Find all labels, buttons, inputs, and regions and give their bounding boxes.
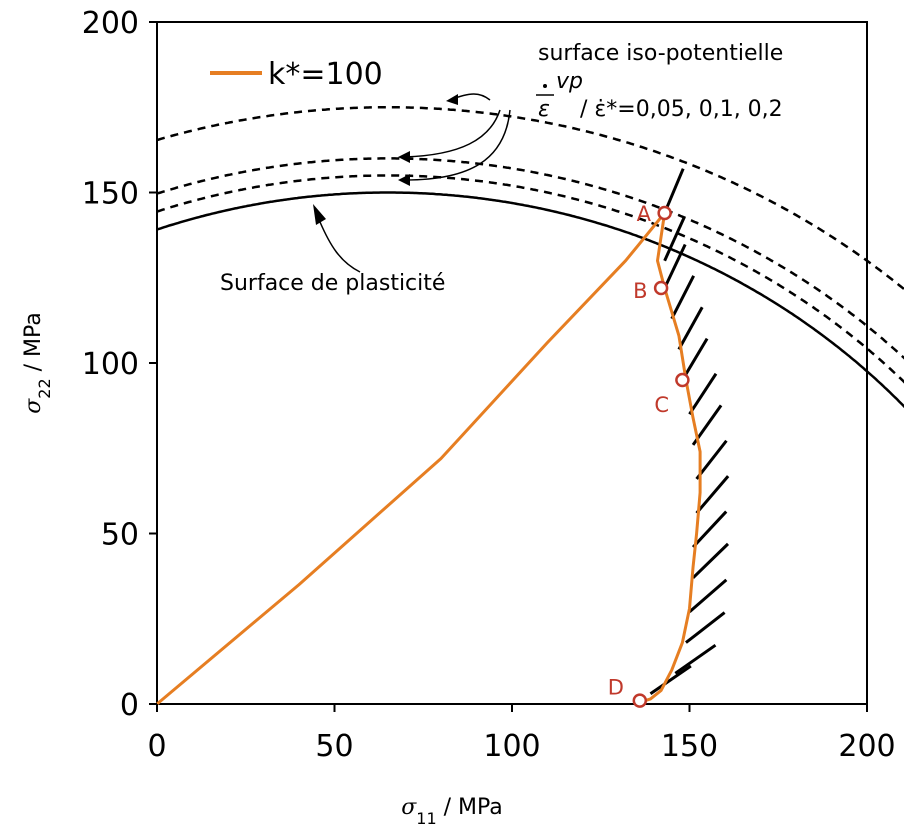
x-tick-label: 200 <box>838 729 895 764</box>
iso-potential-surfaces <box>156 106 904 384</box>
point-marker-A <box>657 205 672 221</box>
y-tick-label: 0 <box>120 688 139 723</box>
iso-surface-curve-0 <box>156 174 904 384</box>
point-label-B: B <box>633 279 647 303</box>
epsilon-dot <box>543 84 547 88</box>
x-tick-label: 50 <box>315 729 353 764</box>
x-axis-label: σ11 / MPa <box>401 795 503 825</box>
arrow-head-iso-2 <box>398 151 410 163</box>
arrow-iso-3 <box>404 109 511 181</box>
y-tick-label: 150 <box>82 177 139 212</box>
annotations: surface iso-potentielle ε vp / ε̇*=0,05,… <box>220 41 783 296</box>
normal-segment <box>688 578 728 614</box>
x-tick-label: 100 <box>483 729 540 764</box>
normal-segment <box>677 306 704 351</box>
point-marker-D <box>632 693 648 708</box>
normal-segment <box>688 372 718 415</box>
axis-labels: σ11 / MPa σ22 / MPa <box>21 312 503 825</box>
loading-path-line <box>156 211 702 706</box>
epsilon-symbol: ε <box>538 97 550 122</box>
axis-ticks: 0 50 100 150 200 0 50 100 150 200 <box>82 6 896 764</box>
normal-segment <box>681 337 709 381</box>
normal-segment <box>695 475 730 515</box>
normal-segment <box>663 243 687 289</box>
iso-surface-label: surface iso-potentielle <box>538 41 783 66</box>
point-label-C: C <box>654 393 669 417</box>
normal-segment <box>663 168 685 214</box>
x-tick-label: 150 <box>661 729 718 764</box>
yield-surface <box>156 191 904 409</box>
point-label-D: D <box>608 676 624 700</box>
point-marker-C <box>675 372 690 388</box>
rate-label: / ε̇*=0,05, 0,1, 0,2 <box>580 97 783 122</box>
iso-surface-curve-2 <box>156 106 904 291</box>
normal-segment <box>670 275 695 320</box>
legend: k*=100 <box>210 57 383 92</box>
loading-path <box>156 211 702 706</box>
arrow-head-yield <box>313 204 326 225</box>
yield-surface-label: Surface de plasticité <box>220 271 445 296</box>
epsilon-superscript: vp <box>556 69 583 94</box>
x-tick-label: 0 <box>147 729 166 764</box>
normal-segment <box>649 664 692 696</box>
plot-frame <box>156 21 868 705</box>
y-tick-label: 100 <box>82 347 139 382</box>
normal-segments <box>649 168 730 696</box>
normal-segment <box>692 542 730 579</box>
arrow-head-iso-1 <box>446 94 458 105</box>
y-axis-label: σ22 / MPa <box>21 312 54 414</box>
highlight-points: A B C D <box>608 202 690 708</box>
normal-segment <box>663 216 686 262</box>
arrow-iso-2 <box>404 109 501 158</box>
arrow-head-iso-3 <box>398 174 410 186</box>
legend-entry: k*=100 <box>268 57 383 92</box>
normal-segment <box>674 643 717 675</box>
iso-surface-curve-1 <box>156 157 904 360</box>
point-label-A: A <box>637 202 652 226</box>
y-tick-label: 50 <box>101 518 139 553</box>
yield-surface-curve <box>156 191 904 409</box>
y-tick-label: 200 <box>82 6 139 41</box>
normal-segment <box>685 611 726 644</box>
normal-segment <box>691 510 728 549</box>
point-marker-B <box>653 280 669 296</box>
arrow-yield <box>319 221 361 273</box>
